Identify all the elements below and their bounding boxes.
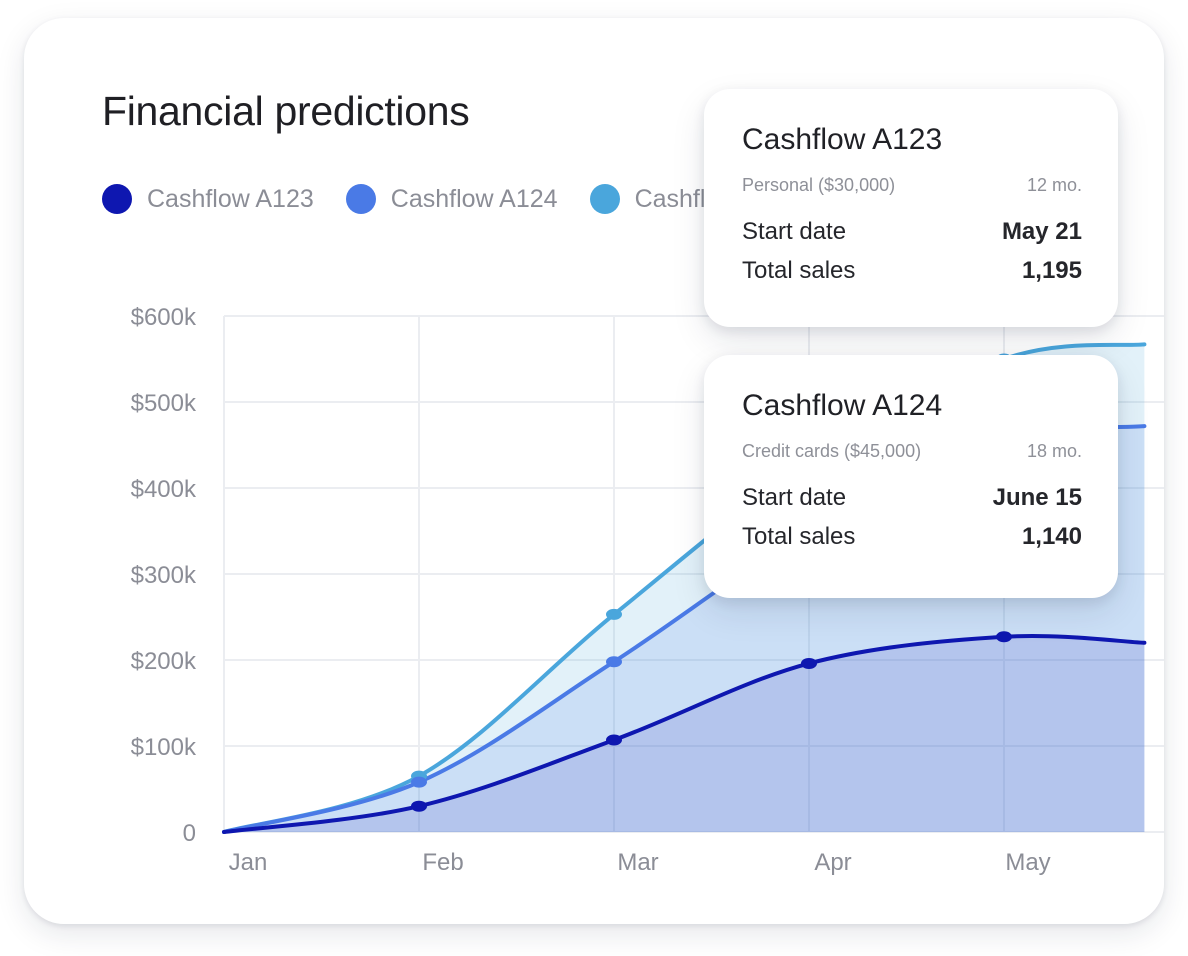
tooltip-row-value: 1,195 xyxy=(1021,256,1082,284)
x-tick-label: Mar xyxy=(617,849,658,876)
point-cashflow-a123 xyxy=(411,800,427,812)
tooltip-meta: Personal ($30,000) 12 mo. xyxy=(742,175,1082,196)
point-cashflow-a124 xyxy=(606,656,622,668)
y-tick-label: 0 xyxy=(183,820,196,847)
tooltip-row-value: 1,140 xyxy=(1021,522,1082,550)
y-tick-label: $500k xyxy=(131,390,197,417)
tooltip-title: Cashflow A123 xyxy=(742,123,943,156)
x-tick-label: May xyxy=(1005,849,1050,876)
legend-item-a124[interactable]: Cashflow A124 xyxy=(345,184,558,214)
point-cashflow-a125 xyxy=(606,608,622,620)
tooltip-meta: Credit cards ($45,000) 18 mo. xyxy=(742,441,1082,462)
legend-item-a123[interactable]: Cashflow A123 xyxy=(102,184,314,214)
tooltip-term: 18 mo. xyxy=(1026,441,1082,461)
point-cashflow-a123 xyxy=(996,631,1012,643)
y-tick-label: $100k xyxy=(131,734,197,761)
point-cashflow-a123 xyxy=(801,657,817,669)
x-tick-label: Feb xyxy=(422,849,463,876)
tooltip-title: Cashflow A124 xyxy=(742,389,943,422)
tooltip-row-label: Total sales xyxy=(742,256,856,284)
tooltip-row-label: Total sales xyxy=(742,522,856,550)
point-cashflow-a123 xyxy=(606,734,622,746)
tooltip-row-label: Start date xyxy=(742,217,847,245)
point-cashflow-a124 xyxy=(411,776,427,788)
tooltip-cashflow-a124: Cashflow A124 Credit cards ($45,000) 18 … xyxy=(704,355,1118,598)
area-cashflow-a123 xyxy=(224,635,1145,832)
chart-title: Financial predictions xyxy=(102,88,470,134)
legend-swatch-a123 xyxy=(102,184,132,214)
tooltip-row-start-date: Start date May 21 xyxy=(742,212,1082,251)
tooltip-row-value: June 15 xyxy=(992,483,1082,511)
y-tick-label: $300k xyxy=(131,562,197,589)
x-tick-label: Jan xyxy=(229,849,268,876)
legend-swatch-a125 xyxy=(589,184,620,214)
legend-swatch-a124 xyxy=(345,184,376,214)
chart-card: Financial predictions Cashflow A123 Cash… xyxy=(24,18,1164,924)
tooltip-row-value: May 21 xyxy=(1001,217,1082,245)
tooltip-cashflow-a123: Cashflow A123 Personal ($30,000) 12 mo. … xyxy=(704,89,1118,327)
tooltip-row-total-sales: Total sales 1,140 xyxy=(742,517,1082,556)
tooltip-row-label: Start date xyxy=(742,483,847,511)
tooltip-term: 12 mo. xyxy=(1026,175,1082,195)
grid xyxy=(223,315,1164,833)
y-tick-label: $400k xyxy=(131,476,197,503)
tooltip-row-total-sales: Total sales 1,195 xyxy=(742,251,1082,290)
legend-label-a123: Cashflow A123 xyxy=(147,184,314,213)
tooltip-row-start-date: Start date June 15 xyxy=(742,478,1082,517)
y-tick-label: $200k xyxy=(131,648,197,675)
legend-label-a124: Cashflow A124 xyxy=(390,184,558,213)
tooltip-plan: Credit cards ($45,000) xyxy=(742,441,922,461)
x-tick-label: Apr xyxy=(814,849,851,876)
y-tick-label: $600k xyxy=(131,304,197,331)
tooltip-plan: Personal ($30,000) xyxy=(742,175,896,195)
